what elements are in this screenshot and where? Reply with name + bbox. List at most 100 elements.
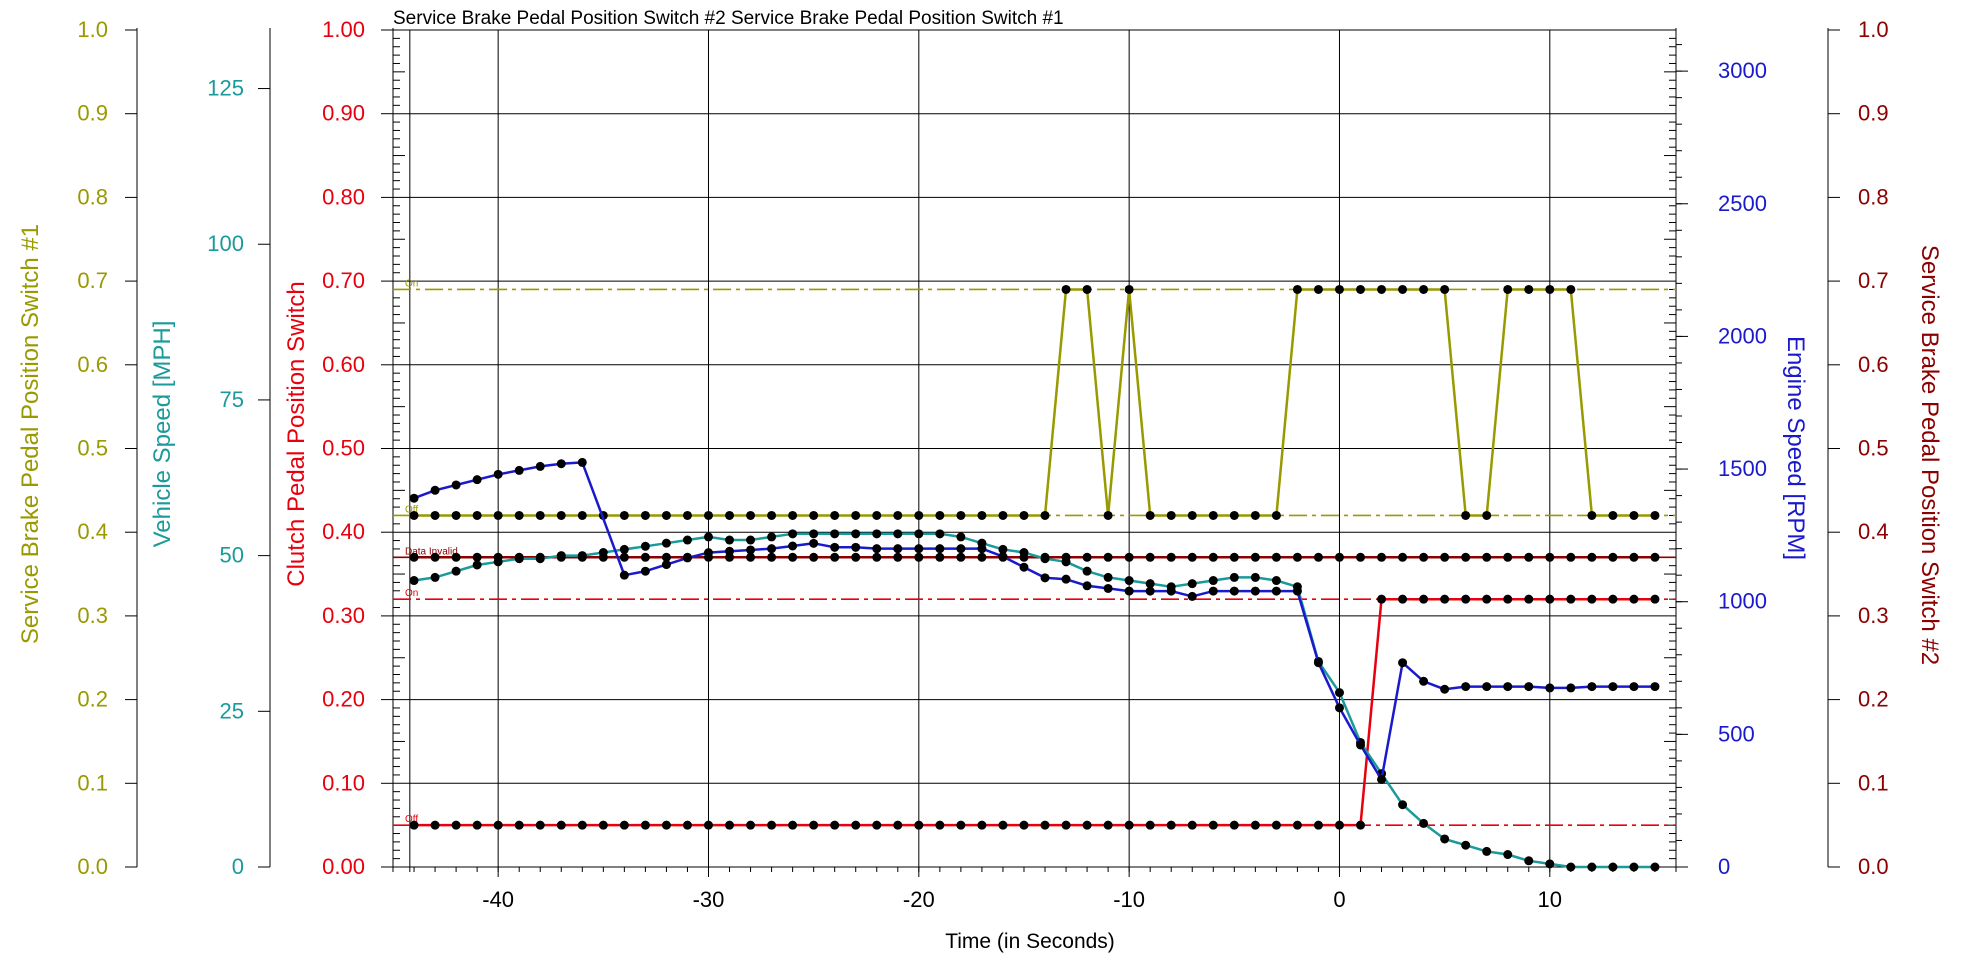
- data-point-brake2: [1124, 552, 1134, 562]
- data-point-rpm: [1524, 682, 1534, 692]
- data-point-brake1: [619, 510, 629, 520]
- data-point-rpm: [556, 459, 566, 469]
- brake2-tick-label: 1.0: [1858, 17, 1889, 42]
- data-point-brake2: [977, 552, 987, 562]
- data-point-rpm: [472, 475, 482, 485]
- data-point-clutch: [914, 820, 924, 830]
- data-point-brake2: [1419, 552, 1429, 562]
- data-point-brake1: [1461, 510, 1471, 520]
- data-point-brake1: [640, 510, 650, 520]
- x-axis: -40 -30 -20 -10 0 10: [392, 867, 1677, 912]
- data-point-clutch: [1103, 820, 1113, 830]
- data-point-rpm: [851, 542, 861, 552]
- data-point-brake1: [746, 510, 756, 520]
- data-point-clutch: [1377, 594, 1387, 604]
- data-point-brake2: [893, 552, 903, 562]
- data-point-clutch: [1229, 820, 1239, 830]
- data-point-brake1: [1629, 510, 1639, 520]
- annotation-label: Off: [405, 504, 418, 515]
- data-point-brake1: [1608, 510, 1618, 520]
- rpm-tick-label: 2000: [1718, 323, 1767, 348]
- data-point-speed: [1250, 572, 1260, 582]
- brake2-tick-label: 0.6: [1858, 352, 1889, 377]
- clutch-tick-label: 0.60: [322, 352, 365, 377]
- data-point-speed: [1419, 818, 1429, 828]
- data-point-brake1: [1166, 510, 1176, 520]
- data-point-speed: [1229, 572, 1239, 582]
- data-point-brake2: [1440, 552, 1450, 562]
- series-line-rpm: [413, 461, 1655, 781]
- data-point-brake1: [809, 510, 819, 520]
- data-point-speed: [1398, 800, 1408, 810]
- brake1-tick-label: 0.4: [77, 519, 108, 544]
- data-point-brake1: [1229, 510, 1239, 520]
- data-point-brake2: [1356, 552, 1366, 562]
- data-point-speed: [682, 535, 692, 545]
- data-point-rpm: [1040, 573, 1050, 583]
- rpm-tick-label: 500: [1718, 721, 1755, 746]
- data-point-clutch: [788, 820, 798, 830]
- data-point-brake2: [746, 552, 756, 562]
- data-point-rpm: [1356, 740, 1366, 750]
- data-point-brake2: [1608, 552, 1618, 562]
- data-point-speed: [1482, 846, 1492, 856]
- data-point-speed: [1145, 579, 1155, 589]
- data-point-brake1: [1145, 510, 1155, 520]
- data-point-speed: [1629, 862, 1639, 872]
- clutch-tick-label: 0.40: [322, 519, 365, 544]
- speed-tick-label: 0: [232, 854, 244, 879]
- data-point-speed: [1271, 576, 1281, 586]
- data-point-speed: [788, 529, 798, 539]
- data-point-clutch: [1271, 820, 1281, 830]
- data-point-brake1: [1419, 284, 1429, 294]
- brake1-tick-label: 0.3: [77, 603, 108, 628]
- data-point-brake1: [725, 510, 735, 520]
- data-point-clutch: [1587, 594, 1597, 604]
- data-point-rpm: [725, 546, 735, 556]
- brake2-tick-label: 0.3: [1858, 603, 1889, 628]
- data-point-rpm: [1650, 682, 1660, 692]
- annotation-label: On: [405, 278, 418, 289]
- data-point-speed: [956, 532, 966, 542]
- data-point-clutch: [1124, 820, 1134, 830]
- data-point-rpm: [746, 545, 756, 555]
- series-line-clutch: [414, 597, 1655, 827]
- data-point-rpm: [872, 544, 882, 554]
- speed-tick-label: 125: [207, 76, 244, 101]
- data-point-brake1: [556, 510, 566, 520]
- data-point-brake1: [1124, 284, 1134, 294]
- data-point-brake1: [682, 510, 692, 520]
- data-point-rpm: [1377, 774, 1387, 784]
- x-tick-label: 10: [1538, 887, 1562, 912]
- data-point-speed: [809, 529, 819, 539]
- chart-title: Service Brake Pedal Position Switch #2 S…: [393, 8, 1064, 29]
- brake1-tick-label: 0.1: [77, 770, 108, 795]
- data-point-speed: [703, 532, 713, 542]
- data-point-clutch: [1292, 820, 1302, 830]
- brake2-tick-label: 0.1: [1858, 770, 1889, 795]
- data-point-rpm: [809, 538, 819, 548]
- clutch-tick-label: 0.10: [322, 770, 365, 795]
- data-point-brake2: [1629, 552, 1639, 562]
- speed-tick-label: 25: [220, 698, 244, 723]
- speed-tick-label: 100: [207, 231, 244, 256]
- data-point-brake1: [1524, 284, 1534, 294]
- data-point-brake2: [872, 552, 882, 562]
- data-point-clutch: [809, 820, 819, 830]
- data-point-clutch: [577, 820, 587, 830]
- data-point-speed: [1608, 862, 1618, 872]
- clutch-tick-label: 0.00: [322, 854, 365, 879]
- data-point-brake1: [977, 510, 987, 520]
- x-axis-title: Time (in Seconds): [945, 930, 1115, 953]
- data-point-rpm: [1208, 586, 1218, 596]
- data-point-brake1: [1356, 284, 1366, 294]
- data-point-brake2: [830, 552, 840, 562]
- data-point-clutch: [640, 820, 650, 830]
- data-point-brake1: [1566, 284, 1576, 294]
- data-point-brake1: [451, 510, 461, 520]
- data-point-brake1: [703, 510, 713, 520]
- data-point-brake2: [1650, 552, 1660, 562]
- data-point-brake2: [1166, 552, 1176, 562]
- data-point-speed: [1566, 862, 1576, 872]
- data-point-clutch: [409, 820, 419, 830]
